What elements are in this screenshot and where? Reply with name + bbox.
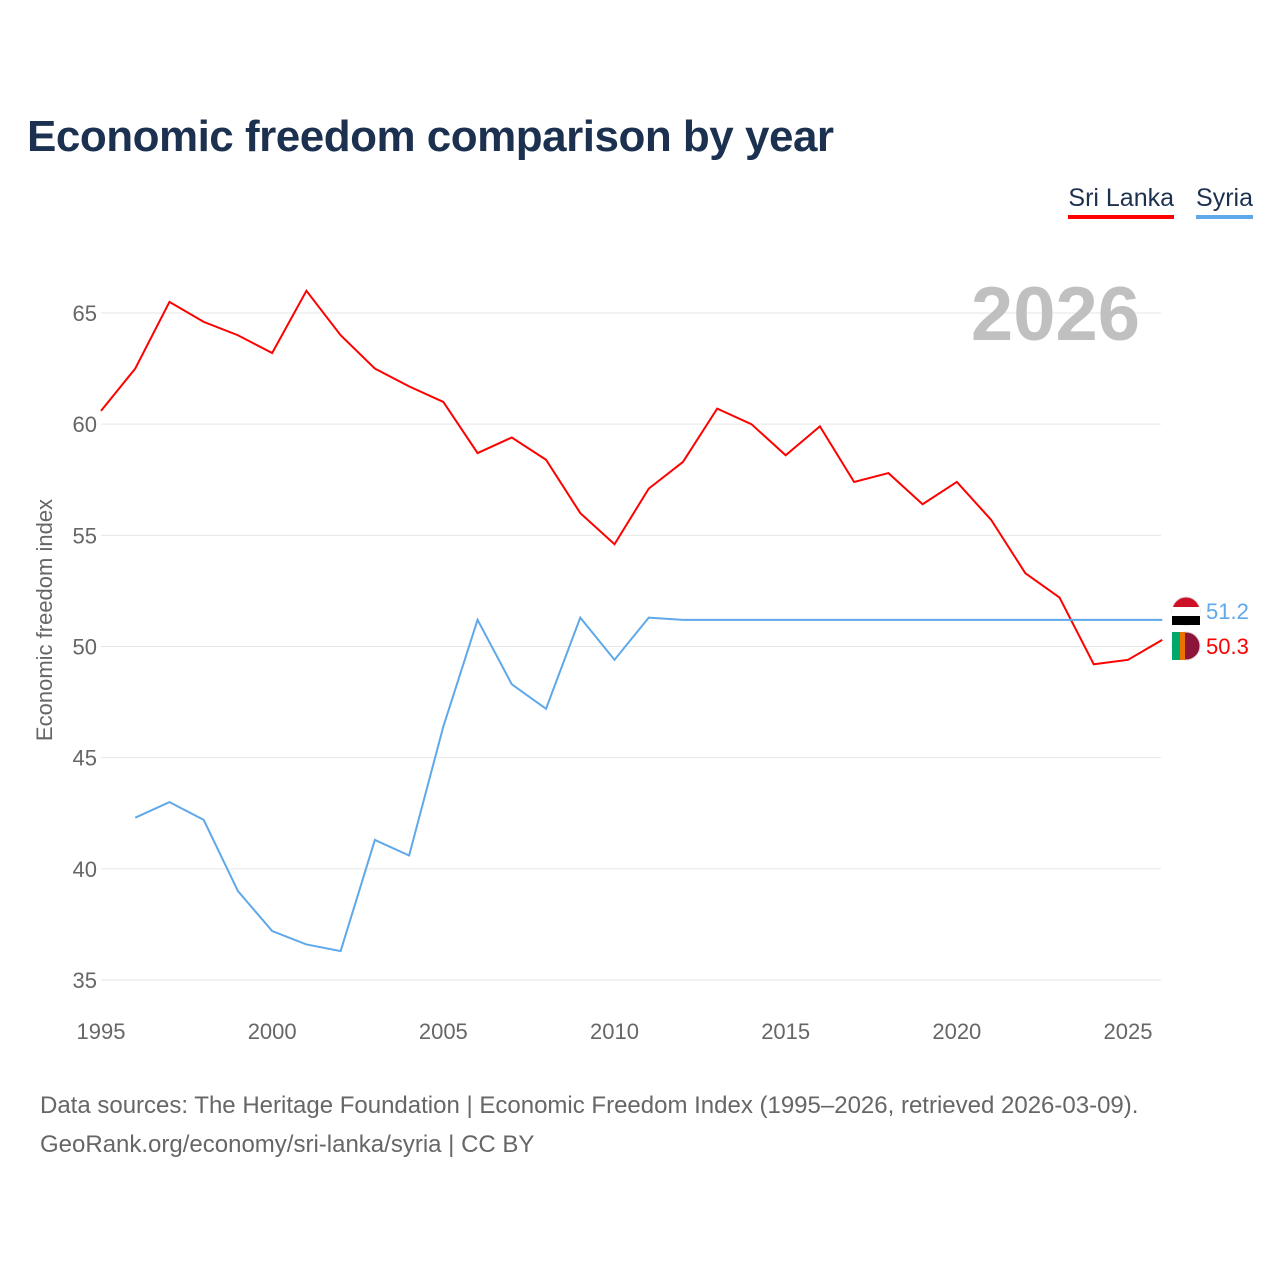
year-watermark: 2026 bbox=[971, 272, 1140, 357]
y-tick-label: 45 bbox=[73, 746, 97, 771]
chart-title: Economic freedom comparison by year bbox=[27, 112, 834, 161]
syria-flag-stripe bbox=[1172, 616, 1200, 625]
legend-sri-lanka[interactable]: Sri Lanka bbox=[1068, 184, 1175, 219]
end-value-label: 51.2 bbox=[1206, 599, 1249, 624]
series-line-sri-lanka bbox=[100, 288, 1163, 666]
x-tick-label: 1995 bbox=[77, 1019, 126, 1044]
y-tick-label: 35 bbox=[73, 968, 97, 993]
syria-flag-stripe bbox=[1172, 607, 1200, 616]
x-tick-label: 2015 bbox=[761, 1019, 810, 1044]
y-tick-label: 40 bbox=[73, 857, 97, 882]
source-line-2[interactable]: GeoRank.org/economy/sri-lanka/syria | CC… bbox=[40, 1131, 535, 1158]
x-tick-label: 2025 bbox=[1104, 1019, 1153, 1044]
legend: Sri Lanka Syria bbox=[1068, 184, 1253, 219]
y-tick-label: 55 bbox=[73, 523, 97, 548]
y-tick-label: 60 bbox=[73, 412, 97, 437]
source-line-1: Data sources: The Heritage Foundation | … bbox=[40, 1092, 1139, 1119]
y-tick-label: 65 bbox=[73, 301, 97, 326]
series-line-syria bbox=[134, 615, 1163, 953]
x-tick-label: 2000 bbox=[248, 1019, 297, 1044]
end-value-label: 50.3 bbox=[1206, 634, 1249, 659]
legend-syria[interactable]: Syria bbox=[1196, 184, 1253, 219]
sri-lanka-flag-stripe bbox=[1180, 632, 1185, 660]
y-tick-label: 50 bbox=[73, 635, 97, 660]
source-note: Data sources: The Heritage Foundation | … bbox=[40, 1086, 1138, 1164]
x-tick-label: 2005 bbox=[419, 1019, 468, 1044]
sri-lanka-flag-stripe bbox=[1172, 632, 1180, 660]
x-tick-label: 2020 bbox=[932, 1019, 981, 1044]
x-tick-label: 2010 bbox=[590, 1019, 639, 1044]
y-axis-label: Economic freedom index bbox=[32, 499, 57, 741]
